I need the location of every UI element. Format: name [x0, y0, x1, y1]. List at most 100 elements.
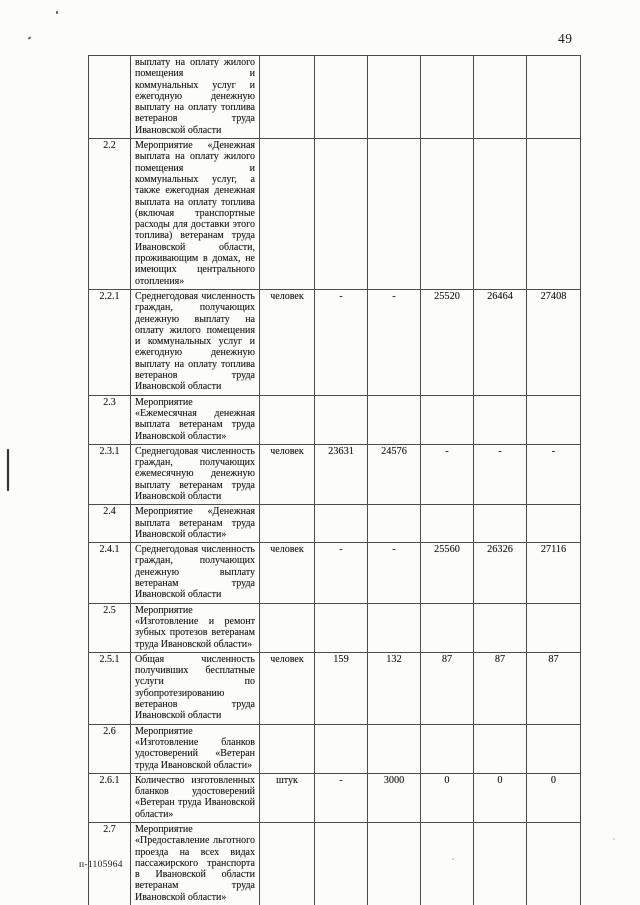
scan-mark-left-margin: [7, 449, 9, 491]
value-cell: 0: [526, 772, 581, 824]
unit-cell: человек: [259, 443, 315, 506]
value-cell: [473, 504, 527, 544]
value-cell: [473, 394, 527, 445]
row-number-cell: 2.6: [88, 723, 131, 774]
value-cell: 3000: [367, 772, 421, 824]
value-cell: 0: [473, 772, 527, 824]
row-number-cell: 2.5.1: [88, 651, 131, 725]
table-row: 2.5.1 Общая численность получивших беспл…: [88, 651, 581, 725]
value-cell: [314, 394, 368, 445]
scan-speckle: [27, 36, 32, 40]
unit-cell: человек: [259, 288, 315, 396]
value-cell: [367, 723, 421, 774]
value-cell: 27116: [526, 542, 581, 604]
value-cell: [473, 821, 527, 905]
value-cell: [526, 54, 581, 140]
value-cell: 132: [367, 651, 421, 725]
document-code: п-1105964: [79, 860, 123, 870]
unit-cell: человек: [259, 651, 315, 725]
row-number-cell: 2.5: [88, 602, 131, 653]
row-number-cell: 2.6.1: [88, 772, 131, 824]
value-cell: [420, 394, 474, 445]
value-cell: [526, 821, 581, 905]
value-cell: 87: [526, 651, 581, 725]
value-cell: 26326: [473, 542, 527, 604]
value-cell: -: [314, 772, 368, 824]
table-row: 2.3 Мероприятие «Ежемесячная денежная вы…: [88, 394, 581, 445]
description-cell: выплату на оплату жилого помещения и ком…: [130, 54, 260, 140]
indicators-table: выплату на оплату жилого помещения и ком…: [88, 54, 581, 905]
description-cell: Общая численность получивших бесплатные …: [130, 651, 260, 725]
unit-cell: [259, 821, 315, 905]
row-number-cell: 2.7: [88, 821, 131, 905]
value-cell: [420, 54, 474, 140]
table-row: 2.7 Мероприятие «Предоставление льготног…: [88, 821, 581, 905]
value-cell: -: [420, 443, 474, 506]
value-cell: 87: [473, 651, 527, 725]
value-cell: 27408: [526, 288, 581, 396]
value-cell: -: [473, 443, 527, 506]
description-cell: Среднегодовая численность граждан, получ…: [130, 542, 260, 604]
value-cell: [314, 723, 368, 774]
value-cell: [526, 723, 581, 774]
description-cell: Мероприятие «Ежемесячная денежная выплат…: [130, 394, 260, 445]
table-row: 2.6.1 Количество изготовленных бланков у…: [88, 772, 581, 824]
row-number-cell: 2.2.1: [88, 288, 131, 396]
value-cell: 26464: [473, 288, 527, 396]
table-row: 2.6 Мероприятие «Изготовление бланков уд…: [88, 723, 581, 774]
value-cell: [314, 138, 368, 290]
unit-cell: [259, 138, 315, 290]
value-cell: 25560: [420, 542, 474, 604]
value-cell: 0: [420, 772, 474, 824]
value-cell: [420, 504, 474, 544]
value-cell: [420, 723, 474, 774]
value-cell: [526, 602, 581, 653]
unit-cell: штук: [259, 772, 315, 824]
value-cell: [473, 138, 527, 290]
unit-cell: [259, 723, 315, 774]
row-number-cell: [88, 54, 131, 140]
value-cell: [314, 54, 368, 140]
table-row: выплату на оплату жилого помещения и ком…: [88, 54, 581, 140]
value-cell: 25520: [420, 288, 474, 396]
value-cell: 87: [420, 651, 474, 725]
table-row: 2.3.1 Среднегодовая численность граждан,…: [88, 443, 581, 506]
unit-cell: человек: [259, 542, 315, 604]
value-cell: [473, 54, 527, 140]
description-cell: Мероприятие «Изготовление и ремонт зубны…: [130, 602, 260, 653]
table-body: выплату на оплату жилого помещения и ком…: [88, 54, 581, 905]
value-cell: -: [314, 542, 368, 604]
description-cell: Мероприятие «Денежная выплата ветеранам …: [130, 504, 260, 544]
value-cell: [420, 138, 474, 290]
table-row: 2.2.1 Среднегодовая численность граждан,…: [88, 288, 581, 396]
value-cell: [473, 602, 527, 653]
value-cell: [367, 821, 421, 905]
value-cell: -: [367, 288, 421, 396]
value-cell: [314, 504, 368, 544]
value-cell: [526, 504, 581, 544]
page-number: 49: [558, 31, 573, 46]
row-number-cell: 2.4: [88, 504, 131, 544]
description-cell: Среднегодовая численность граждан, получ…: [130, 288, 260, 396]
value-cell: [314, 602, 368, 653]
value-cell: -: [526, 443, 581, 506]
unit-cell: [259, 504, 315, 544]
value-cell: [367, 602, 421, 653]
row-number-cell: 2.4.1: [88, 542, 131, 604]
description-cell: Мероприятие «Предоставление льготного пр…: [130, 821, 260, 905]
value-cell: [367, 54, 421, 140]
description-cell: Мероприятие «Изготовление бланков удосто…: [130, 723, 260, 774]
unit-cell: [259, 54, 315, 140]
description-cell: Количество изготовленных бланков удостов…: [130, 772, 260, 824]
value-cell: [420, 602, 474, 653]
value-cell: [367, 504, 421, 544]
description-cell: Мероприятие «Денежная выплата на оплату …: [130, 138, 260, 290]
value-cell: [367, 138, 421, 290]
value-cell: [420, 821, 474, 905]
table-row: 2.4.1 Среднегодовая численность граждан,…: [88, 542, 581, 604]
value-cell: -: [314, 288, 368, 396]
value-cell: 23631: [314, 443, 368, 506]
row-number-cell: 2.3.1: [88, 443, 131, 506]
scan-speckle: [56, 11, 58, 14]
